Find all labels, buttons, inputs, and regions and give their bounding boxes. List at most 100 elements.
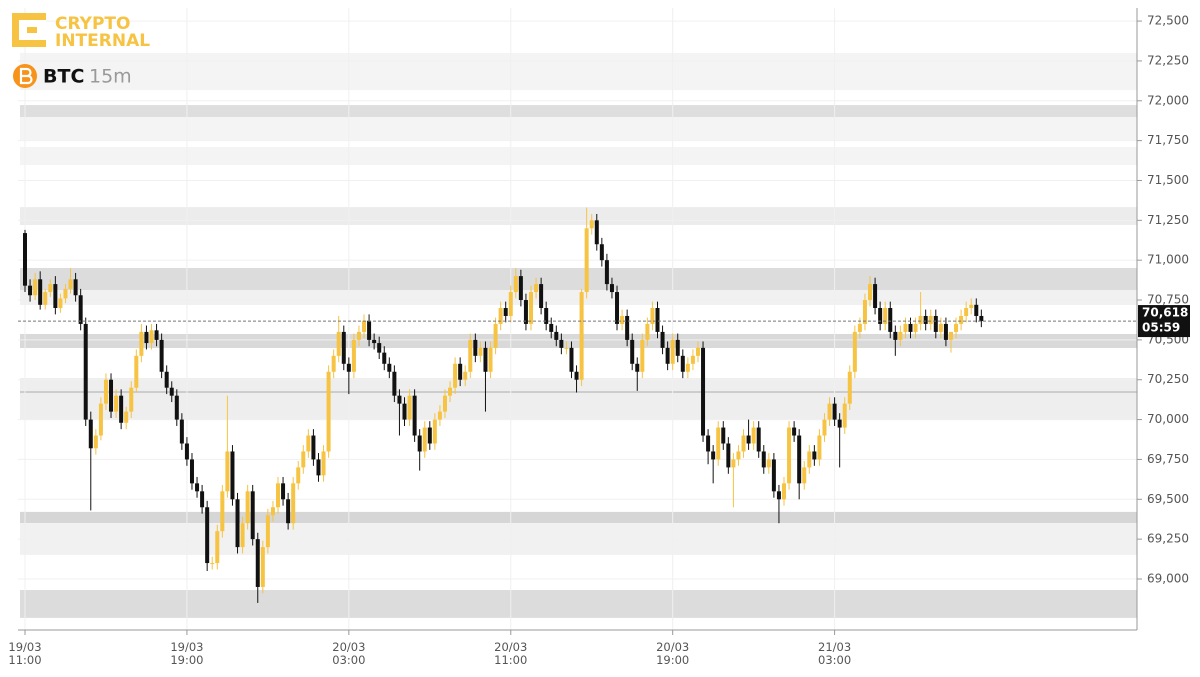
y-tick-label: 71,750 (1147, 133, 1189, 147)
y-tick-label: 70,000 (1147, 412, 1189, 426)
candle-body (731, 459, 736, 468)
candle-body (103, 379, 108, 404)
candle-body (959, 315, 964, 324)
candle-body (210, 563, 215, 565)
candle-body (63, 288, 68, 299)
candle-body (873, 284, 878, 309)
candle-body (215, 531, 220, 564)
candle-body (534, 284, 539, 293)
candle-body (33, 279, 38, 296)
candle-body (200, 491, 205, 508)
candle-body (544, 308, 549, 324)
candle-body (943, 323, 948, 340)
candle-body (498, 308, 503, 324)
logo: CRYPTO INTERNAL BTC 15m (12, 13, 150, 88)
candle-body (685, 363, 690, 372)
candle-body (979, 315, 984, 322)
y-tick-label: 71,500 (1147, 173, 1189, 187)
candle-body (245, 491, 250, 524)
price-zone (20, 589, 1137, 618)
candle-body (569, 347, 574, 372)
candle-body (372, 339, 377, 344)
candle-body (149, 330, 154, 344)
candle-body (321, 451, 326, 476)
candle-body (529, 292, 533, 324)
candle-body (144, 331, 149, 344)
candle-body (903, 323, 908, 332)
candle-body (802, 467, 807, 484)
candle-body (913, 323, 918, 332)
candle-body (599, 244, 604, 261)
candle-body (776, 491, 781, 500)
candle-body (564, 347, 569, 349)
candle-body (119, 395, 124, 423)
logo-text: INTERNAL (55, 31, 150, 51)
candle-body (908, 323, 913, 332)
candle-body (38, 279, 43, 305)
candle-body (124, 411, 129, 423)
candle-body (463, 371, 468, 380)
candle-body (473, 339, 478, 356)
candle-body (787, 427, 792, 484)
candle-body (827, 403, 832, 420)
candle-body (189, 459, 194, 484)
candle-body (615, 292, 620, 324)
candle-body (225, 451, 230, 492)
candle-body (954, 323, 959, 332)
candle-body (377, 343, 382, 353)
candle-body (316, 459, 321, 476)
x-tick-label: 20/03 03:00 (332, 640, 366, 667)
candle-body (159, 339, 164, 372)
candle-body (311, 435, 316, 460)
y-tick-label: 69,250 (1147, 532, 1189, 546)
candle-body (493, 323, 498, 348)
candle-body (842, 403, 847, 428)
candle-body (301, 451, 306, 468)
candle-body (751, 427, 756, 444)
candle-body (417, 435, 422, 452)
candle-body (822, 419, 827, 436)
candle-body (356, 331, 361, 340)
candle-body (523, 300, 528, 324)
candle-body (928, 315, 933, 324)
candle-body (513, 276, 518, 293)
candle-body (134, 355, 139, 388)
candle-body (711, 451, 716, 460)
candle-body (974, 304, 979, 316)
candle-body (326, 371, 331, 452)
candle-body (807, 451, 812, 468)
symbol: BTC (43, 66, 84, 88)
candle-body (964, 308, 969, 316)
candle-body (539, 284, 544, 309)
y-tick-label: 72,000 (1147, 93, 1189, 107)
candle-body (286, 499, 291, 524)
candle-body (716, 427, 721, 460)
countdown: 05:59 (1142, 321, 1180, 335)
candle-body (276, 483, 280, 508)
candle-body (584, 228, 589, 293)
candle-body (883, 308, 888, 324)
candle-body (265, 515, 270, 548)
candle-body (129, 387, 134, 412)
candle-body (422, 427, 427, 452)
price-zone (20, 333, 1137, 349)
x-tick-label: 19/03 19:00 (170, 640, 204, 667)
candle-body (589, 220, 594, 229)
candle-body (503, 308, 508, 316)
candle-body (260, 547, 265, 587)
candle-body (351, 339, 356, 372)
candle-body (675, 339, 680, 356)
candle-body (412, 395, 417, 436)
candle-body (594, 220, 599, 245)
candle-body (220, 491, 225, 532)
candle-body (640, 339, 645, 372)
candle-body (766, 459, 771, 468)
candle-body (68, 279, 73, 289)
candle-body (771, 459, 776, 492)
candle-body (255, 539, 260, 587)
candle-body (468, 339, 473, 372)
candle-body (195, 483, 200, 492)
candle-body (179, 419, 184, 444)
candle-body (604, 260, 609, 285)
candle-body (625, 315, 630, 340)
